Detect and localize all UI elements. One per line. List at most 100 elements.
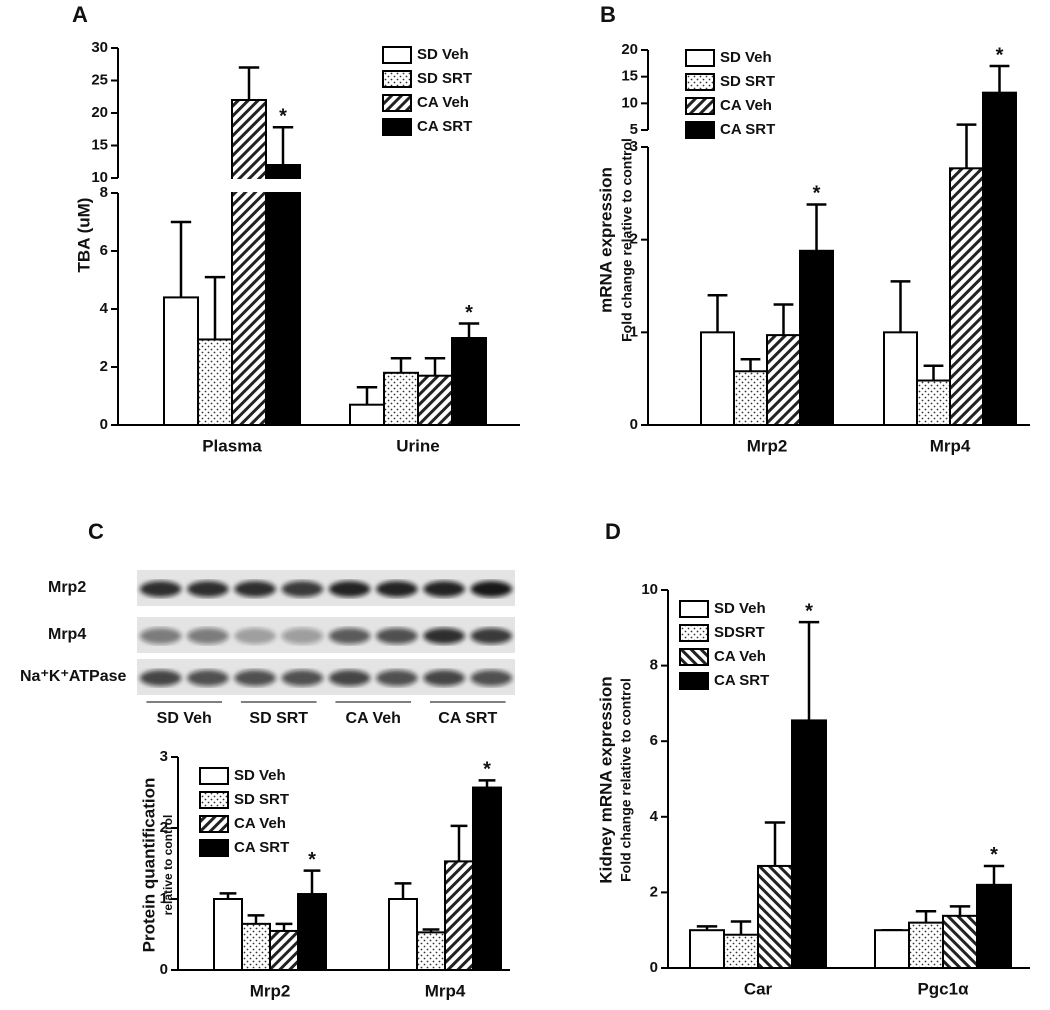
bar (791, 719, 827, 969)
legend-swatch (382, 46, 412, 64)
legend-label: CA SRT (714, 672, 769, 689)
blot-band (423, 628, 465, 644)
y-tick-label: 2 (630, 231, 638, 248)
blot-band (470, 670, 513, 686)
blot-band (281, 581, 324, 597)
bar (349, 403, 385, 427)
blot-band (139, 628, 182, 644)
bar (916, 379, 951, 426)
y-tick-label: 10 (91, 169, 108, 186)
legend-label: SD SRT (720, 73, 775, 90)
x-tick-label: Car (744, 979, 773, 998)
y-tick-label: 15 (91, 136, 108, 153)
blot-band (187, 581, 229, 597)
y-tick-label: 2 (160, 819, 168, 836)
bar (197, 338, 233, 427)
bar (976, 883, 1012, 970)
blot-band (139, 670, 182, 686)
y-axis-subtitle: Fold change relative to control (619, 138, 635, 342)
y-tick-label: 20 (91, 104, 108, 121)
y-tick-label: 3 (630, 138, 638, 155)
x-tick-label: Mrp4 (425, 981, 466, 1000)
blot-band (423, 670, 465, 686)
legend-label: CA Veh (417, 94, 469, 111)
bar (766, 334, 801, 427)
blot-band (234, 670, 276, 686)
y-tick-label: 8 (650, 657, 658, 674)
y-tick-label: 1 (630, 323, 638, 340)
y-tick-label: 30 (91, 39, 108, 56)
blot-band (187, 670, 229, 686)
legend-swatch (199, 815, 229, 833)
bar (874, 929, 910, 970)
legend-swatch (382, 118, 412, 136)
y-tick-label: 10 (621, 94, 638, 111)
legend-label: SD SRT (417, 70, 472, 87)
bar (908, 921, 944, 970)
legend-swatch (685, 73, 715, 91)
legend-label: SD Veh (234, 767, 286, 784)
panel-label: A (72, 2, 88, 27)
blot-row-label: Na⁺K⁺ATPase (20, 668, 127, 685)
blot-band (328, 628, 371, 644)
y-tick-label: 2 (650, 883, 658, 900)
axis-break-gap (148, 179, 510, 192)
legend-label: SD Veh (714, 600, 766, 617)
blot-band (470, 581, 513, 597)
legend-swatch (199, 791, 229, 809)
y-axis-subtitle: Fold change relative to control (618, 678, 634, 882)
bar (241, 922, 271, 971)
blot-band (376, 628, 418, 644)
y-tick-label: 6 (650, 732, 658, 749)
bar (388, 898, 418, 971)
legend-swatch (685, 49, 715, 67)
panel-label: C (88, 519, 104, 544)
blot-band (234, 628, 276, 644)
blot-band (376, 670, 418, 686)
blot-band (187, 628, 229, 644)
blot-group-label: CA Veh (346, 710, 401, 727)
bar (757, 864, 793, 969)
significance-mark: * (308, 849, 316, 871)
bar (213, 898, 243, 971)
significance-mark: * (996, 44, 1004, 66)
blot-group-label: CA SRT (438, 710, 497, 727)
legend-label: CA SRT (720, 121, 775, 138)
x-tick-label: Mrp4 (930, 436, 971, 455)
y-axis-title: Protein quantification (139, 778, 158, 953)
bar (733, 370, 768, 426)
y-tick-label: 5 (630, 121, 638, 138)
blot-band (470, 628, 513, 644)
legend-label: CA SRT (234, 839, 289, 856)
bar (265, 164, 301, 426)
legend-label: CA Veh (720, 97, 772, 114)
bar (883, 331, 918, 427)
y-tick-label: 15 (621, 68, 638, 85)
y-tick-label: 4 (100, 300, 109, 317)
y-tick-label: 20 (621, 41, 638, 58)
blot-band (328, 670, 371, 686)
blot-row-label: Mrp2 (48, 579, 86, 596)
x-tick-label: Mrp2 (250, 981, 291, 1000)
legend-label: CA Veh (234, 815, 286, 832)
bar (472, 786, 502, 972)
blot-band (234, 581, 276, 597)
panel-label: D (605, 519, 621, 544)
x-tick-label: Pgc1α (917, 979, 969, 998)
bar (451, 337, 487, 426)
blot-row-label: Mrp4 (48, 626, 86, 643)
blot-band (328, 581, 371, 597)
y-tick-label: 0 (650, 959, 658, 976)
y-tick-label: 0 (630, 416, 638, 433)
legend-label: SD Veh (417, 46, 469, 63)
significance-mark: * (465, 302, 473, 324)
legend-label: SD Veh (720, 49, 772, 66)
x-tick-label: Mrp2 (747, 436, 788, 455)
legend-swatch (382, 70, 412, 88)
legend-swatch (679, 600, 709, 618)
legend-label: SDSRT (714, 624, 765, 641)
bar (416, 931, 446, 971)
legend-swatch (199, 767, 229, 785)
significance-mark: * (813, 183, 821, 205)
